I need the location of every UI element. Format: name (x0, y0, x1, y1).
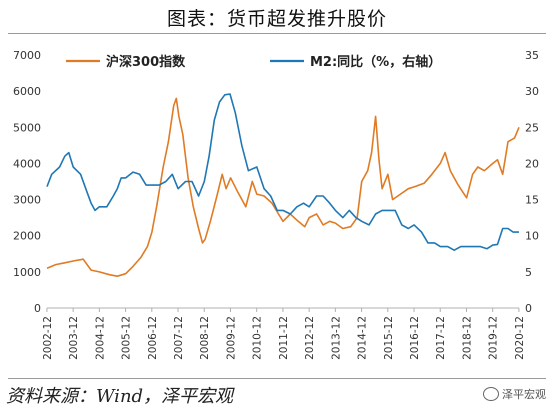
top-divider (8, 33, 546, 34)
x-tick-label: 2017-12 (435, 316, 447, 360)
y-left-tick-label: 3000 (13, 194, 41, 207)
y-left-tick-label: 7000 (13, 49, 41, 62)
x-tick-label: 2013-12 (330, 316, 342, 360)
x-tick-label: 2011-12 (278, 316, 290, 360)
x-tick-label: 2005-12 (121, 316, 133, 360)
legend-label-m2: M2:同比（%，右轴） (310, 54, 441, 70)
y-right-tick-label: 25 (525, 121, 539, 134)
y-left-tick-label: 0 (34, 302, 41, 315)
x-tick-label: 2009-12 (225, 316, 237, 360)
series-line-hs300 (46, 97, 520, 277)
y-left-tick-label: 1000 (13, 266, 41, 279)
x-tick-label: 2010-12 (252, 316, 264, 360)
y-right-tick-label: 15 (525, 194, 539, 207)
series-lines (46, 93, 520, 277)
x-tick-label: 2015-12 (383, 316, 395, 360)
y-left-tick-label: 5000 (13, 121, 41, 134)
x-tick-label: 2008-12 (199, 316, 211, 360)
y-right-tick-label: 35 (525, 49, 539, 62)
x-tick-label: 2014-12 (357, 316, 369, 360)
x-tick-label: 2019-12 (488, 316, 500, 360)
chart-title: 图表：货币超发推升股价 (166, 8, 387, 30)
series-line-m2 (46, 93, 519, 251)
x-tick-label: 2020-12 (514, 316, 526, 360)
y-right-tick-label: 5 (525, 266, 532, 279)
x-tick-label: 2006-12 (147, 316, 159, 360)
axes-group: 0 1000 2000 3000 4000 5000 6000 7000 0 5 10 15 20 25 3… (13, 49, 539, 360)
x-tick-label: 2007-12 (173, 316, 185, 360)
chart-canvas: 0 1000 2000 3000 4000 5000 6000 7000 0 5 10 15 20 25 3… (13, 49, 539, 360)
watermark: 泽平宏观 (483, 386, 546, 402)
source-note: 资料来源：Wind，泽平宏观 (6, 386, 234, 407)
y-right-tick-label: 10 (525, 230, 539, 243)
y-left-tick-label: 4000 (13, 157, 41, 170)
y-left-tick-label: 6000 (13, 85, 41, 98)
wechat-icon (483, 387, 499, 401)
x-tick-label: 2018-12 (461, 316, 473, 360)
x-tick-label: 2002-12 (42, 316, 54, 360)
legend: 沪深300指数 M2:同比（%，右轴） (66, 54, 441, 70)
x-tick-label: 2004-12 (94, 316, 106, 360)
y-right-tick-label: 0 (525, 302, 532, 315)
y-right-tick-label: 20 (525, 157, 539, 170)
y-right-tick-label: 30 (525, 85, 539, 98)
x-tick-label: 2012-12 (304, 316, 316, 360)
x-tick-label: 2016-12 (409, 316, 421, 360)
bottom-divider (8, 378, 546, 379)
x-tick-label: 2003-12 (68, 316, 80, 360)
legend-label-hs300: 沪深300指数 (106, 54, 186, 70)
y-left-tick-label: 2000 (13, 230, 41, 243)
watermark-text: 泽平宏观 (502, 388, 546, 401)
